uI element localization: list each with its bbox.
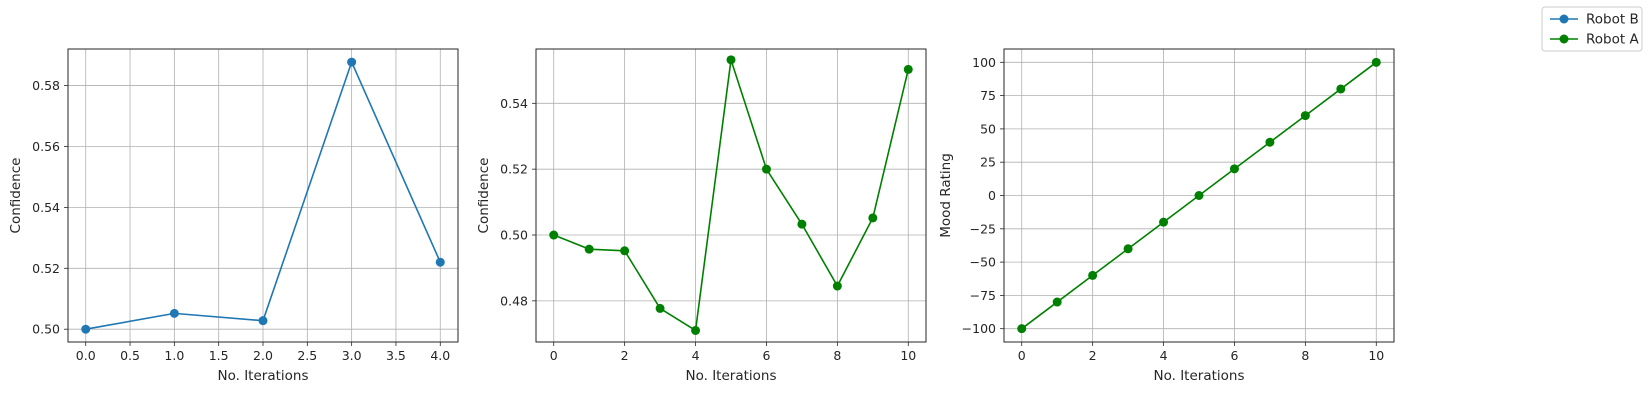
y-tick-label: 0.54 — [500, 96, 528, 111]
series-line-robot-a — [553, 59, 910, 332]
figure-legend: Robot B Robot A — [1541, 6, 1643, 52]
legend-label-1: Robot A — [1586, 32, 1639, 48]
y-tick-label: 0.48 — [500, 293, 528, 308]
data-point — [797, 219, 807, 229]
x-tick-label: 4 — [692, 348, 700, 363]
x-tick-label: 0.5 — [120, 348, 140, 363]
x-tick-label: 6 — [762, 348, 770, 363]
axes-frame — [67, 48, 459, 343]
data-point — [81, 324, 91, 334]
data-point — [1017, 324, 1027, 334]
x-tick-label: 10 — [1368, 348, 1384, 363]
data-point — [258, 316, 268, 326]
data-point — [1159, 217, 1169, 227]
data-point — [549, 230, 559, 240]
x-tick-label: 4 — [1160, 348, 1168, 363]
y-tick-label: 0 — [988, 188, 996, 203]
y-tick-label: 100 — [972, 55, 996, 70]
y-axis-label: Mood Rating — [938, 153, 954, 238]
data-point — [435, 257, 445, 267]
x-tick-label: 2 — [1089, 348, 1097, 363]
data-point — [1371, 57, 1381, 67]
y-tick-label: −25 — [970, 221, 996, 236]
y-tick-label: 75 — [980, 88, 996, 103]
x-tick-label: 2.0 — [253, 348, 273, 363]
x-tick-label: 2 — [621, 348, 629, 363]
x-tick-label: 0 — [1018, 348, 1026, 363]
y-tick-label: −75 — [970, 288, 996, 303]
y-tick-label: 25 — [980, 155, 996, 170]
x-axis-label: No. Iterations — [686, 368, 777, 384]
x-axis-label: No. Iterations — [218, 368, 309, 384]
data-point — [1229, 164, 1239, 174]
data-point — [1123, 244, 1133, 254]
data-point — [1336, 84, 1346, 94]
y-axis-label: Confidence — [8, 158, 24, 234]
chart-1: 0.0 0.5 1.0 1.5 2.0 2.5 3.0 3.5 4.0 0.50 0.52 0.54 0… — [8, 48, 459, 384]
data-point — [1265, 137, 1275, 147]
x-tick-label: 0.0 — [76, 348, 96, 363]
y-tick-label: 0.54 — [32, 200, 60, 215]
x-tick-label: 2.5 — [297, 348, 317, 363]
x-axis-label: No. Iterations — [1154, 368, 1245, 384]
x-tick-label: 4.0 — [430, 348, 450, 363]
y-tick-label: 0.50 — [32, 322, 60, 337]
y-tick-label: 0.52 — [500, 162, 528, 177]
legend-marker-1 — [1559, 34, 1569, 44]
data-point — [1052, 297, 1062, 307]
legend-entry-1: Robot A — [1550, 32, 1639, 48]
data-point — [726, 55, 736, 65]
data-point — [1300, 111, 1310, 121]
chart-2: 0 2 4 6 8 10 0.48 0.50 0.52 0.54 No. Iterations Con… — [476, 48, 927, 384]
x-tick-label: 10 — [900, 348, 916, 363]
data-point — [1194, 191, 1204, 200]
y-tick-label: −100 — [962, 321, 996, 336]
y-tick-label: 50 — [980, 121, 996, 136]
plots-layer: 0.0 0.5 1.0 1.5 2.0 2.5 3.0 3.5 4.00.500.520.540… — [8, 48, 1395, 384]
chart-3: 0 2 4 6 8 10 −100 −75 −50 −25 0 25 50 75 100 No. Iterat… — [938, 48, 1395, 384]
x-tick-label: 3.0 — [342, 348, 362, 363]
y-tick-label: 0.56 — [32, 139, 60, 154]
x-tick-label: 8 — [1301, 348, 1309, 363]
data-point — [584, 244, 594, 254]
x-tick-label: 6 — [1230, 348, 1238, 363]
data-point — [655, 303, 665, 313]
data-point — [761, 164, 771, 174]
data-point — [620, 246, 630, 256]
data-point — [903, 64, 913, 74]
data-point — [868, 213, 878, 223]
data-point — [691, 325, 701, 335]
y-tick-label: 0.58 — [32, 78, 60, 93]
data-point — [169, 308, 179, 318]
x-tick-label: 1.0 — [164, 348, 184, 363]
y-tick-label: 0.52 — [32, 261, 60, 276]
data-point — [832, 281, 842, 291]
data-point — [1088, 270, 1098, 280]
y-tick-label: 0.50 — [500, 228, 528, 243]
x-tick-label: 1.5 — [209, 348, 229, 363]
y-axis-label: Confidence — [476, 158, 492, 234]
x-tick-label: 8 — [833, 348, 841, 363]
legend-marker-0 — [1559, 14, 1569, 24]
axes-frame — [1003, 48, 1395, 343]
x-tick-label: 3.5 — [386, 348, 406, 363]
legend-label-0: Robot B — [1586, 12, 1639, 28]
y-tick-label: −50 — [970, 255, 996, 270]
legend-entry-0: Robot B — [1550, 12, 1639, 28]
x-tick-label: 0 — [550, 348, 558, 363]
data-point — [347, 57, 357, 67]
axes-frame — [535, 48, 927, 343]
